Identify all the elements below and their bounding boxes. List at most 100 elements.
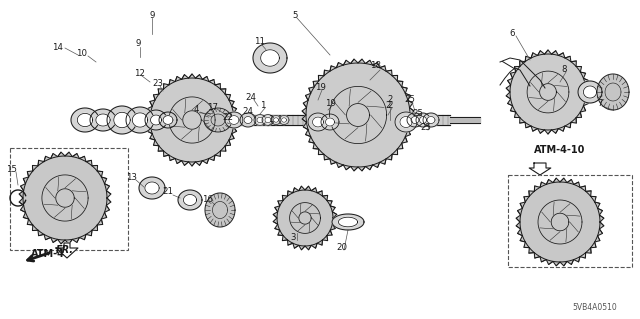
Polygon shape xyxy=(229,115,239,124)
Polygon shape xyxy=(240,113,256,127)
Polygon shape xyxy=(178,190,202,210)
Polygon shape xyxy=(516,178,604,266)
Text: 10: 10 xyxy=(77,49,88,58)
Text: 1: 1 xyxy=(260,101,266,110)
Polygon shape xyxy=(265,117,271,123)
Text: 24: 24 xyxy=(246,93,257,101)
Polygon shape xyxy=(159,112,177,128)
Polygon shape xyxy=(306,63,410,167)
Polygon shape xyxy=(506,50,590,134)
Polygon shape xyxy=(271,115,281,124)
Polygon shape xyxy=(244,116,252,123)
Polygon shape xyxy=(150,115,161,125)
Polygon shape xyxy=(23,156,107,240)
Text: 11: 11 xyxy=(255,38,266,47)
Text: 16: 16 xyxy=(202,196,214,204)
Polygon shape xyxy=(529,163,551,175)
Polygon shape xyxy=(423,113,439,127)
Polygon shape xyxy=(19,152,111,244)
Text: 3: 3 xyxy=(291,234,296,242)
Polygon shape xyxy=(96,114,110,126)
Text: 19: 19 xyxy=(324,100,335,108)
Polygon shape xyxy=(308,113,328,131)
Polygon shape xyxy=(77,113,93,127)
Polygon shape xyxy=(205,193,235,227)
Text: 9: 9 xyxy=(149,11,155,19)
Polygon shape xyxy=(139,177,165,199)
Text: 9: 9 xyxy=(135,40,141,48)
Text: 6: 6 xyxy=(509,29,515,39)
Polygon shape xyxy=(321,114,339,130)
Polygon shape xyxy=(257,117,263,123)
Text: 14: 14 xyxy=(52,42,63,51)
Polygon shape xyxy=(184,195,196,205)
Polygon shape xyxy=(416,113,430,127)
Polygon shape xyxy=(260,50,279,66)
Text: 18: 18 xyxy=(371,62,381,70)
Text: FR.: FR. xyxy=(56,245,74,255)
Text: 5VB4A0510: 5VB4A0510 xyxy=(572,303,617,312)
Text: 2: 2 xyxy=(387,100,393,109)
Polygon shape xyxy=(277,190,333,246)
Text: 20: 20 xyxy=(337,243,348,253)
Text: 13: 13 xyxy=(127,174,138,182)
Text: 15: 15 xyxy=(6,166,17,174)
Polygon shape xyxy=(326,118,335,126)
Polygon shape xyxy=(282,118,287,122)
Polygon shape xyxy=(90,109,116,131)
Polygon shape xyxy=(411,116,419,123)
Polygon shape xyxy=(395,112,417,132)
Polygon shape xyxy=(225,112,243,128)
Polygon shape xyxy=(584,86,596,98)
Text: 4: 4 xyxy=(193,106,199,115)
Text: 12: 12 xyxy=(134,70,145,78)
Polygon shape xyxy=(400,116,412,128)
Text: ATM-4: ATM-4 xyxy=(31,249,65,259)
Polygon shape xyxy=(520,182,600,262)
Polygon shape xyxy=(56,243,78,258)
Polygon shape xyxy=(132,113,148,127)
Text: 2: 2 xyxy=(387,95,392,104)
Text: 7: 7 xyxy=(597,100,603,108)
Polygon shape xyxy=(262,115,274,125)
Polygon shape xyxy=(163,115,173,124)
Polygon shape xyxy=(302,59,414,171)
Polygon shape xyxy=(312,117,323,127)
Text: 21: 21 xyxy=(163,188,173,197)
Text: 22: 22 xyxy=(223,113,234,122)
Polygon shape xyxy=(407,113,423,127)
Polygon shape xyxy=(578,81,602,103)
Polygon shape xyxy=(273,118,278,122)
Polygon shape xyxy=(126,107,154,133)
Polygon shape xyxy=(150,78,234,162)
Polygon shape xyxy=(145,182,159,194)
Polygon shape xyxy=(107,106,137,134)
Text: ATM-4-10: ATM-4-10 xyxy=(534,145,586,155)
Polygon shape xyxy=(253,43,287,73)
Polygon shape xyxy=(114,112,131,128)
Polygon shape xyxy=(427,116,435,123)
Polygon shape xyxy=(597,74,629,110)
Text: 19: 19 xyxy=(315,84,325,93)
Polygon shape xyxy=(273,186,337,250)
Text: 1: 1 xyxy=(268,115,274,124)
Polygon shape xyxy=(332,214,364,230)
Polygon shape xyxy=(71,108,99,132)
Polygon shape xyxy=(204,108,232,132)
Text: 25: 25 xyxy=(413,109,424,118)
Polygon shape xyxy=(510,54,586,130)
Text: 8: 8 xyxy=(561,65,567,75)
Polygon shape xyxy=(339,217,358,227)
Polygon shape xyxy=(254,115,266,125)
Polygon shape xyxy=(145,110,167,130)
Text: 2: 2 xyxy=(385,100,391,109)
Polygon shape xyxy=(419,116,426,123)
Text: 23: 23 xyxy=(152,79,163,88)
Polygon shape xyxy=(146,74,238,166)
Polygon shape xyxy=(279,115,289,124)
Text: 25: 25 xyxy=(404,95,415,105)
Text: 5: 5 xyxy=(292,11,298,19)
Text: 17: 17 xyxy=(207,102,218,112)
Text: 25: 25 xyxy=(420,123,431,132)
Text: 24: 24 xyxy=(243,107,253,115)
